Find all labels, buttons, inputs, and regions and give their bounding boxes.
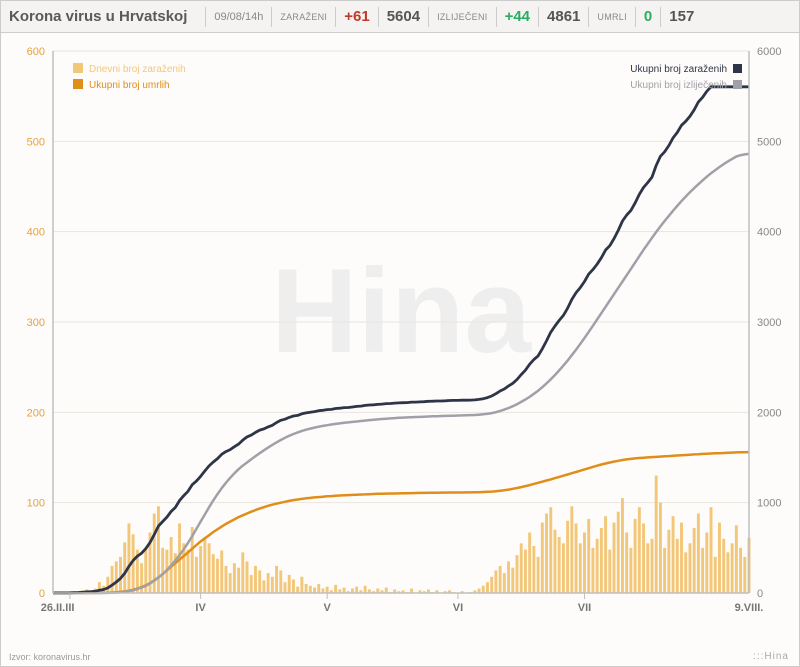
chart-area: Hina010020030040050060001000200030004000… (1, 33, 799, 644)
separator (660, 7, 661, 27)
stat-total-deaths: 157 (669, 8, 694, 25)
stat-total-recovered: 4861 (547, 8, 580, 25)
svg-text:Hina: Hina (271, 244, 532, 378)
chart-svg: Hina010020030040050060001000200030004000… (1, 33, 800, 646)
svg-text:4000: 4000 (757, 227, 781, 239)
svg-text:Ukupni broj zaraženih: Ukupni broj zaraženih (630, 64, 727, 75)
separator (635, 7, 636, 27)
svg-text:0: 0 (757, 588, 763, 600)
separator (428, 7, 429, 27)
stat-total-infected: 5604 (387, 8, 420, 25)
svg-text:9.VIII.: 9.VIII. (735, 602, 764, 614)
stat-label-recovered: IZLIJEČENI (437, 12, 488, 22)
separator (205, 7, 206, 27)
stat-delta-deaths: 0 (644, 8, 652, 25)
svg-text:IV: IV (195, 602, 206, 614)
stat-label-deaths: UMRLI (597, 12, 627, 22)
separator (496, 7, 497, 27)
svg-text:V: V (324, 602, 332, 614)
svg-text:0: 0 (39, 588, 45, 600)
svg-text:III: III (65, 602, 74, 614)
logo-watermark: :::Hina (753, 651, 789, 662)
svg-text:Dnevni broj zaraženih: Dnevni broj zaraženih (89, 64, 186, 75)
page: Korona virus u Hrvatskoj 09/08/14h ZARAŽ… (0, 0, 800, 667)
separator (271, 7, 272, 27)
update-date: 09/08/14h (214, 11, 263, 23)
svg-text:VII: VII (578, 602, 591, 614)
svg-text:3000: 3000 (757, 317, 781, 329)
separator (378, 7, 379, 27)
svg-text:2000: 2000 (757, 407, 781, 419)
separator (538, 7, 539, 27)
stat-delta-infected: +61 (344, 8, 369, 25)
stat-label-infected: ZARAŽENI (280, 12, 327, 22)
stat-delta-recovered: +44 (505, 8, 530, 25)
separator (335, 7, 336, 27)
source-footer: Izvor: koronavirus.hr (9, 652, 91, 662)
svg-text:400: 400 (27, 227, 45, 239)
svg-text:600: 600 (27, 46, 45, 58)
svg-text:6000: 6000 (757, 46, 781, 58)
svg-text:300: 300 (27, 317, 45, 329)
page-title: Korona virus u Hrvatskoj (9, 8, 197, 25)
svg-text:Ukupni broj umrlih: Ukupni broj umrlih (89, 80, 170, 91)
header-bar: Korona virus u Hrvatskoj 09/08/14h ZARAŽ… (1, 1, 799, 33)
svg-text:200: 200 (27, 407, 45, 419)
svg-text:Ukupni broj izliječenih: Ukupni broj izliječenih (630, 80, 727, 91)
svg-text:5000: 5000 (757, 136, 781, 148)
svg-text:26.II.: 26.II. (41, 602, 65, 614)
separator (588, 7, 589, 27)
svg-text:1000: 1000 (757, 498, 781, 510)
svg-text:500: 500 (27, 136, 45, 148)
svg-text:VI: VI (453, 602, 463, 614)
svg-text:100: 100 (27, 498, 45, 510)
